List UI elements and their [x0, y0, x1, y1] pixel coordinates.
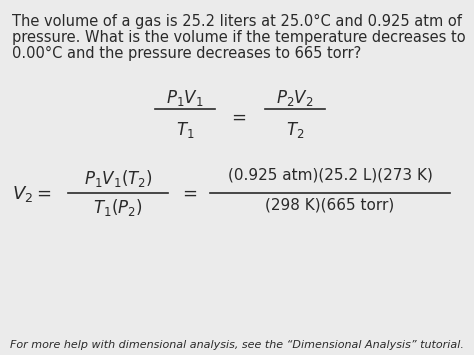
- Text: (298 K)(665 torr): (298 K)(665 torr): [265, 197, 395, 212]
- Text: For more help with dimensional analysis, see the “Dimensional Analysis” tutorial: For more help with dimensional analysis,…: [10, 340, 464, 350]
- Text: $V_2 =$: $V_2 =$: [12, 184, 52, 204]
- Text: $=$: $=$: [228, 108, 246, 126]
- Text: $T_2$: $T_2$: [286, 120, 304, 140]
- Text: The volume of a gas is 25.2 liters at 25.0°C and 0.925 atm of: The volume of a gas is 25.2 liters at 25…: [12, 14, 462, 29]
- Text: pressure. What is the volume if the temperature decreases to: pressure. What is the volume if the temp…: [12, 30, 465, 45]
- Text: $P_1V_1(T_2)$: $P_1V_1(T_2)$: [83, 168, 153, 189]
- Text: $P_1V_1$: $P_1V_1$: [166, 88, 204, 108]
- Text: (0.925 atm)(25.2 L)(273 K): (0.925 atm)(25.2 L)(273 K): [228, 168, 432, 183]
- Text: $P_2V_2$: $P_2V_2$: [276, 88, 314, 108]
- Text: 0.00°C and the pressure decreases to 665 torr?: 0.00°C and the pressure decreases to 665…: [12, 46, 361, 61]
- Text: $T_1$: $T_1$: [176, 120, 194, 140]
- Text: $=$: $=$: [179, 184, 197, 202]
- Text: $T_1(P_2)$: $T_1(P_2)$: [93, 197, 143, 218]
